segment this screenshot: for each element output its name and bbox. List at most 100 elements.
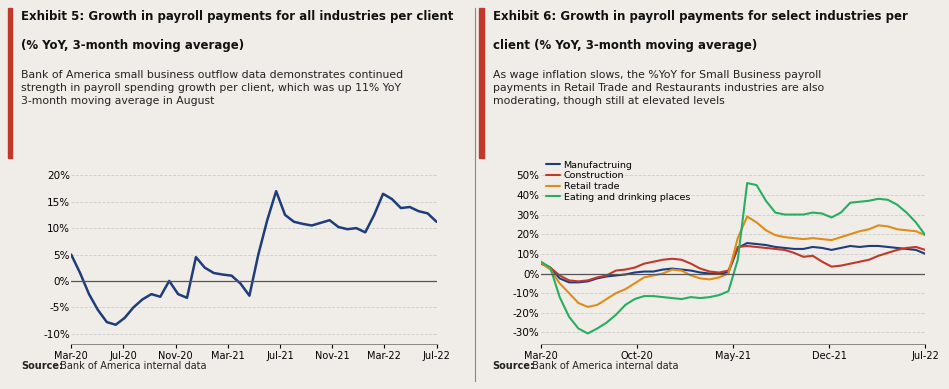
Retail trade (882, 224, 893, 229)
Construction (573, 279, 585, 284)
Retail trade (657, 271, 668, 276)
Eating and drinking places (610, 312, 622, 317)
Manufactruing (639, 269, 650, 274)
Eating and drinking places (732, 258, 743, 262)
Eating and drinking places (835, 210, 847, 215)
Manufactruing (789, 247, 800, 251)
Manufactruing (685, 268, 697, 273)
Manufactruing (826, 247, 837, 252)
Retail trade (910, 229, 921, 233)
Eating and drinking places (639, 294, 650, 298)
Construction (666, 256, 678, 261)
Eating and drinking places (564, 314, 575, 319)
Eating and drinking places (704, 295, 716, 300)
Construction (864, 258, 875, 262)
Construction (695, 266, 706, 271)
Text: client (% YoY, 3-month moving average): client (% YoY, 3-month moving average) (493, 39, 756, 52)
Retail trade (591, 303, 603, 307)
Eating and drinking places (554, 295, 566, 300)
Construction (564, 278, 575, 283)
Retail trade (751, 220, 762, 225)
Retail trade (648, 273, 660, 278)
Eating and drinking places (601, 320, 612, 325)
Construction (723, 268, 735, 273)
Retail trade (545, 267, 556, 272)
Manufactruing (760, 243, 772, 247)
Eating and drinking places (629, 297, 641, 301)
Manufactruing (704, 271, 716, 276)
Construction (798, 254, 809, 259)
Manufactruing (545, 265, 556, 270)
Eating and drinking places (620, 303, 631, 307)
Eating and drinking places (864, 198, 875, 203)
Line: Manufactruing: Manufactruing (541, 243, 925, 282)
Manufactruing (620, 272, 631, 277)
Eating and drinking places (901, 210, 912, 215)
Manufactruing (714, 271, 725, 276)
Eating and drinking places (648, 294, 660, 298)
Manufactruing (695, 270, 706, 275)
Manufactruing (591, 276, 603, 281)
Manufactruing (835, 245, 847, 250)
Manufactruing (629, 270, 641, 275)
Construction (807, 254, 818, 258)
Construction (591, 275, 603, 280)
Retail trade (920, 233, 931, 238)
Eating and drinking places (685, 295, 697, 300)
Retail trade (629, 281, 641, 286)
Eating and drinking places (545, 265, 556, 270)
Eating and drinking places (891, 202, 902, 207)
Construction (601, 273, 612, 278)
Manufactruing (564, 280, 575, 285)
Manufactruing (657, 267, 668, 272)
Manufactruing (779, 245, 791, 250)
Eating and drinking places (845, 200, 856, 205)
Construction (648, 259, 660, 264)
Manufactruing (582, 279, 593, 284)
Construction (770, 247, 781, 251)
Construction (685, 261, 697, 266)
Eating and drinking places (676, 297, 687, 301)
Construction (873, 254, 884, 258)
Manufactruing (854, 245, 865, 249)
Manufactruing (554, 276, 566, 281)
Retail trade (807, 236, 818, 240)
Manufactruing (910, 247, 921, 252)
Text: Exhibit 5: Growth in payroll payments for all industries per client: Exhibit 5: Growth in payroll payments fo… (21, 10, 454, 23)
Construction (676, 258, 687, 262)
Construction (714, 270, 725, 275)
Retail trade (798, 237, 809, 242)
Manufactruing (610, 273, 622, 278)
Legend: Manufactruing, Construction, Retail trade, Eating and drinking places: Manufactruing, Construction, Retail trad… (546, 161, 690, 202)
Manufactruing (882, 245, 893, 249)
Manufactruing (920, 252, 931, 256)
Retail trade (573, 301, 585, 305)
Retail trade (601, 297, 612, 301)
Retail trade (704, 277, 716, 282)
Construction (639, 261, 650, 266)
Eating and drinking places (741, 181, 753, 186)
Manufactruing (901, 247, 912, 251)
Construction (704, 269, 716, 274)
Eating and drinking places (798, 212, 809, 217)
Manufactruing (601, 274, 612, 279)
Eating and drinking places (657, 295, 668, 300)
Manufactruing (573, 280, 585, 285)
Construction (657, 258, 668, 262)
Retail trade (816, 237, 828, 242)
Construction (891, 247, 902, 252)
Retail trade (714, 275, 725, 280)
Construction (620, 267, 631, 272)
Retail trade (845, 232, 856, 237)
Construction (554, 273, 566, 278)
Eating and drinking places (882, 198, 893, 202)
Eating and drinking places (789, 212, 800, 217)
Eating and drinking places (770, 210, 781, 215)
Construction (920, 247, 931, 252)
Construction (845, 261, 856, 266)
Eating and drinking places (779, 212, 791, 217)
Retail trade (891, 227, 902, 231)
Eating and drinking places (920, 233, 931, 238)
Line: Eating and drinking places: Eating and drinking places (541, 183, 925, 333)
Construction (535, 260, 547, 265)
